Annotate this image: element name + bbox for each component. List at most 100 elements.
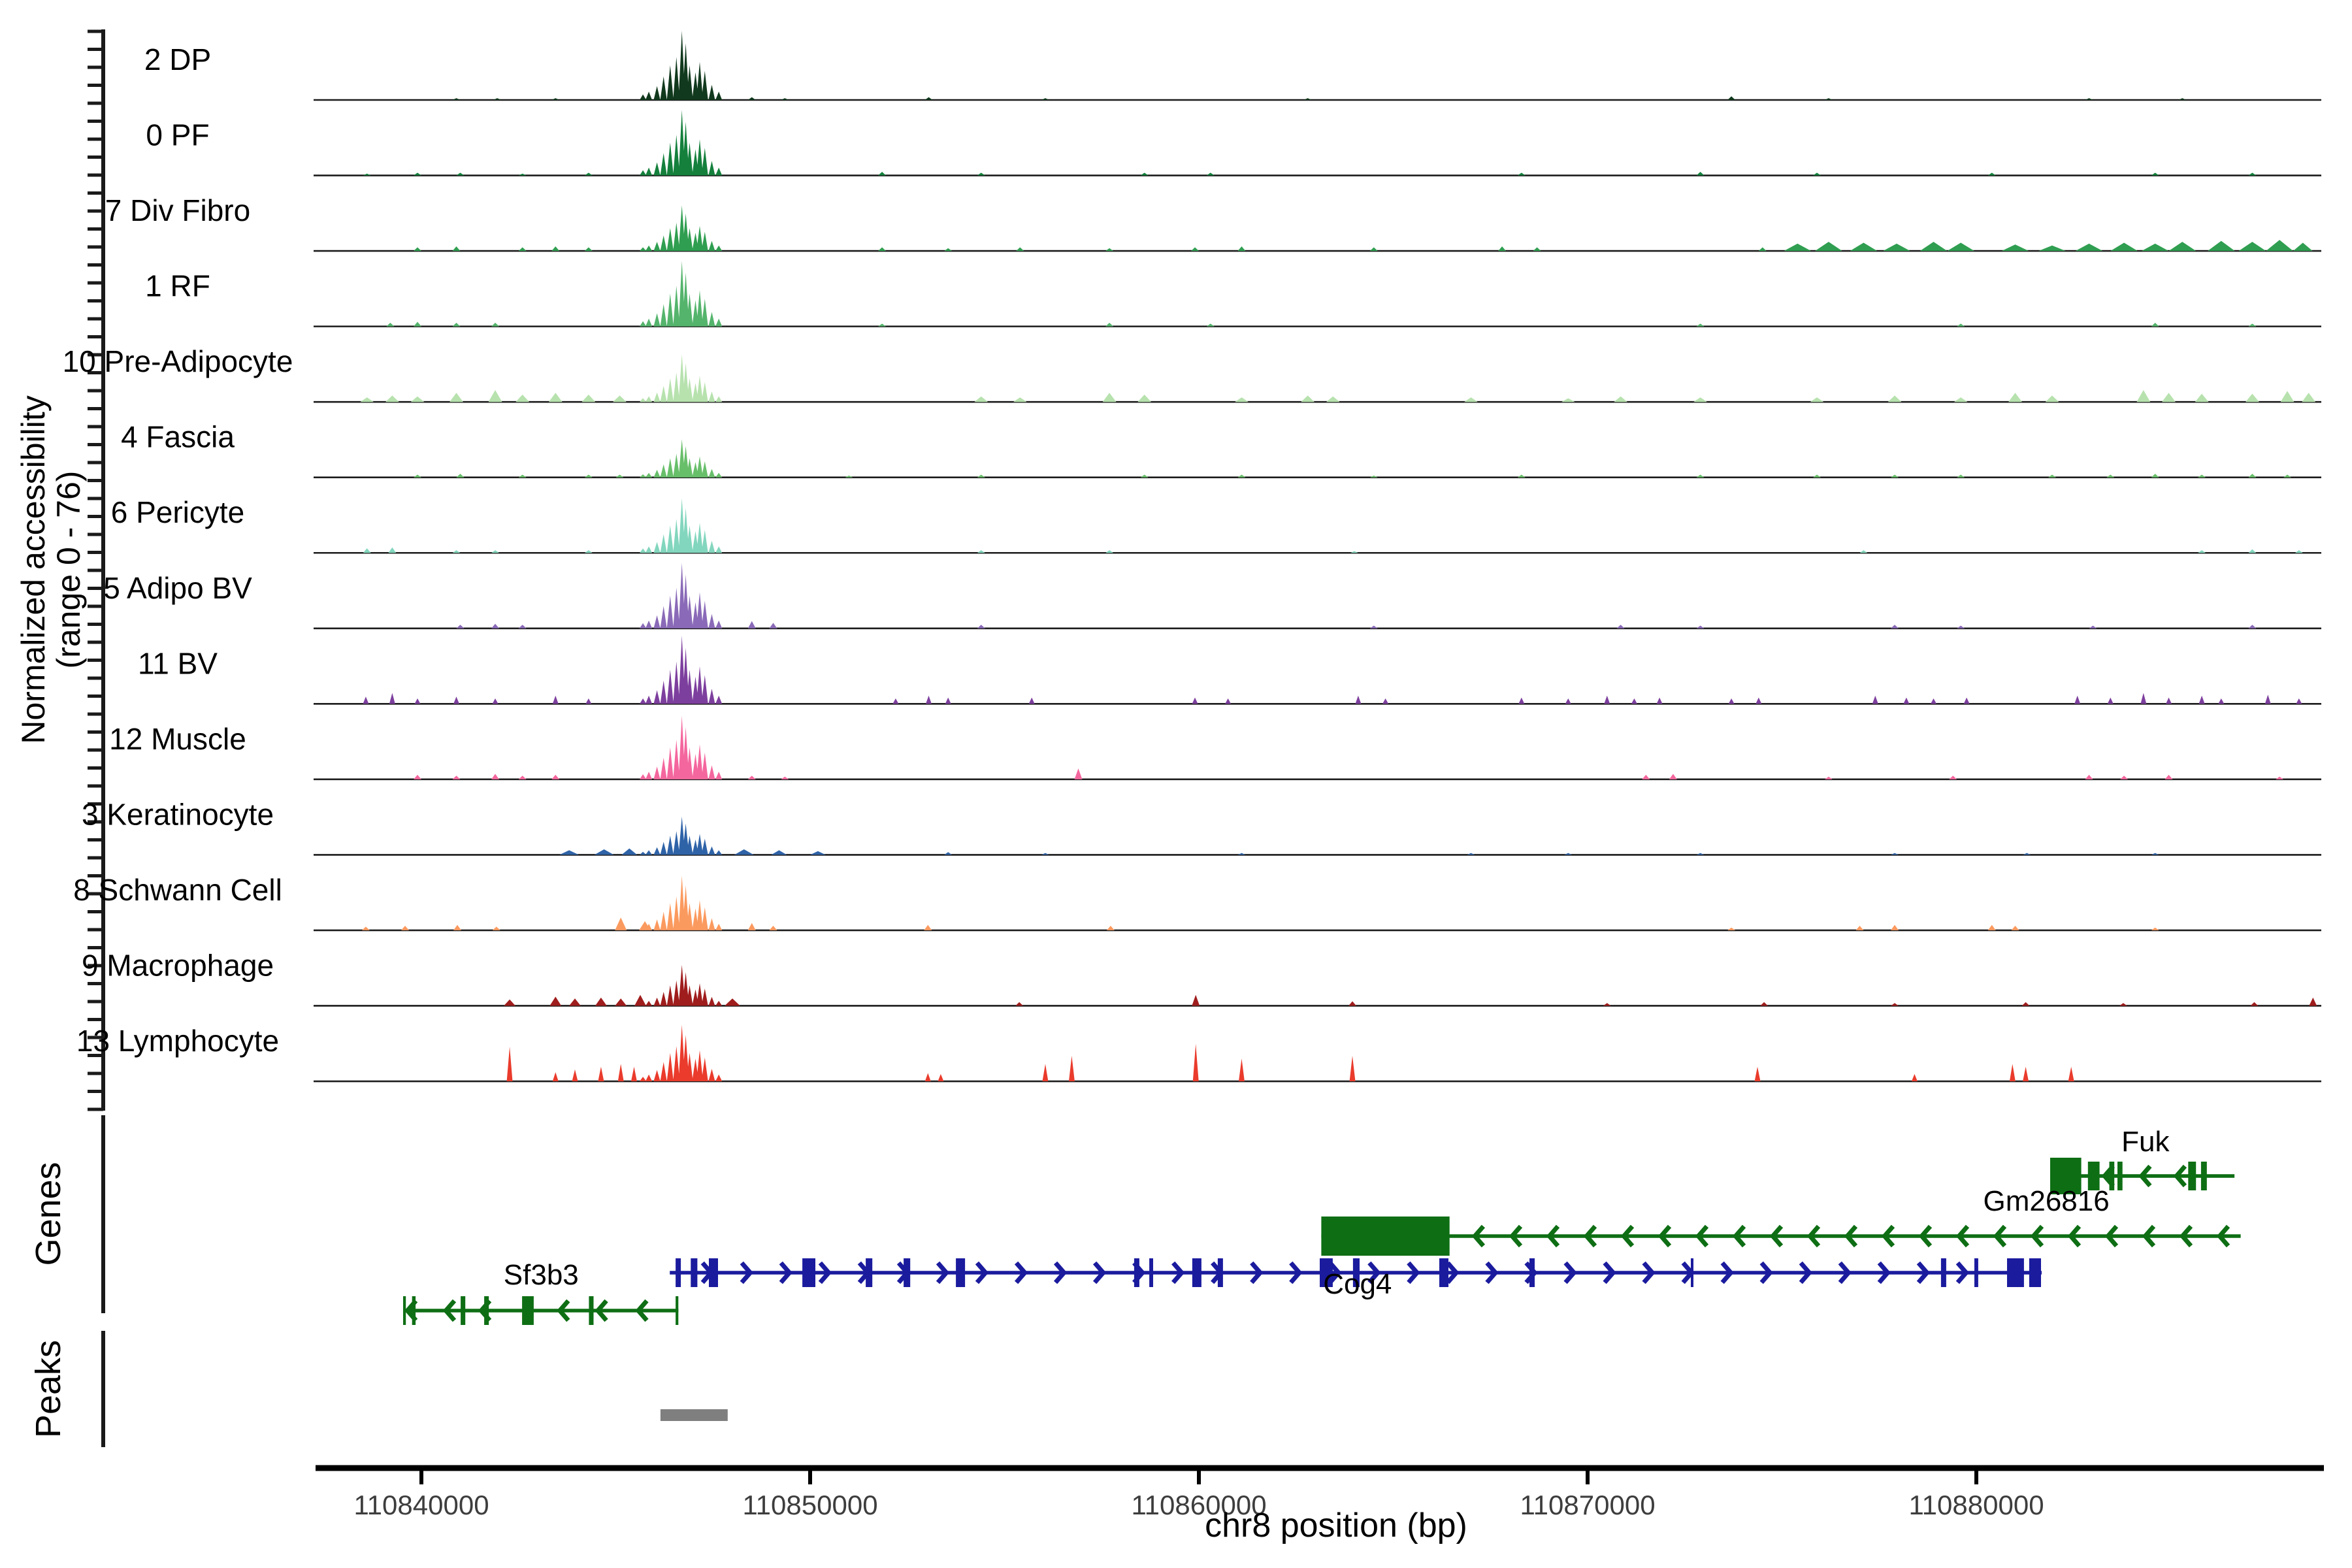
- track-label: 9 Macrophage: [82, 949, 274, 983]
- track-signal-area: [456, 563, 2257, 629]
- gene-exon: [1940, 1258, 1946, 1287]
- gene-exon: [2109, 1162, 2115, 1190]
- gene-exon: [2188, 1162, 2197, 1190]
- gene-exon: [1321, 1217, 1450, 1256]
- gene-exon: [904, 1258, 911, 1287]
- track-4-fascia: 4 Fascia: [121, 420, 2321, 479]
- x-axis-tick-label: 110870000: [1520, 1490, 1655, 1520]
- chevron-right-icon: [740, 1261, 753, 1284]
- track-10-pre-adipocyte: 10 Pre-Adipocyte: [63, 344, 2321, 403]
- track-2-dp: 2 DP: [144, 31, 2321, 101]
- chevron-right-icon: [1877, 1261, 1891, 1284]
- chevron-left-icon: [1993, 1224, 2007, 1248]
- gene-models: Fuk Gm26816 Cog4 Sf3b3: [403, 1126, 2241, 1325]
- x-axis-ticks: 110840000 110850000 110860000 110870000 1108…: [353, 1468, 2044, 1520]
- gene-exon: [802, 1258, 815, 1287]
- track-8-schwann-cell: 8 Schwann Cell: [73, 873, 2321, 932]
- chevron-right-icon: [1485, 1261, 1499, 1284]
- gene-exon: [866, 1258, 873, 1287]
- chevron-left-icon: [635, 1299, 649, 1322]
- gene-cog4: [670, 1258, 2042, 1287]
- x-axis-tick-label: 110860000: [1131, 1490, 1266, 1520]
- peak-region-bar: [660, 1409, 728, 1421]
- gene-label: Gm26816: [1983, 1185, 2109, 1217]
- chevron-right-icon: [1250, 1261, 1264, 1284]
- track-signal-area: [504, 964, 2317, 1006]
- chevron-right-icon: [1720, 1261, 1734, 1284]
- track-signal-area: [506, 1024, 2074, 1081]
- gene-exon: [1529, 1258, 1535, 1287]
- gene-exon: [2200, 1162, 2207, 1190]
- gene-exon: [2029, 1258, 2041, 1287]
- y-axis-ticks: [88, 29, 103, 1111]
- chevron-right-icon: [1446, 1261, 1460, 1284]
- gene-exon: [1352, 1258, 1360, 1287]
- genes-section: Genes Fuk Gm26816 Cog4 Sf3b3: [29, 1115, 2241, 1325]
- gene-exon: [1134, 1258, 1139, 1287]
- track-label: 3 Keratinocyte: [82, 797, 274, 831]
- x-axis-title: chr8 position (bp): [1205, 1507, 1467, 1544]
- track-signal-area: [362, 875, 2159, 930]
- gene-exon: [1149, 1258, 1153, 1287]
- genes-section-label: Genes: [29, 1162, 68, 1266]
- x-axis-tick-label: 110880000: [1908, 1490, 2044, 1520]
- chevron-left-icon: [1732, 1224, 1746, 1248]
- chevron-right-icon: [1563, 1261, 1577, 1284]
- chevron-left-icon: [1620, 1224, 1635, 1248]
- track-signal-area: [363, 498, 2303, 553]
- gene-exon: [589, 1296, 594, 1325]
- gene-exon: [461, 1296, 466, 1325]
- chevron-left-icon: [1806, 1224, 1821, 1248]
- chevron-right-icon: [1916, 1261, 1931, 1284]
- track-label: 4 Fascia: [121, 420, 235, 454]
- track-label: 0 PF: [146, 118, 209, 152]
- track-label: 6 Pericyte: [111, 495, 245, 529]
- chevron-right-icon: [1092, 1261, 1107, 1284]
- chevron-right-icon: [1838, 1261, 1852, 1284]
- track-7-div-fibro: 7 Div Fibro: [105, 193, 2321, 252]
- chevron-left-icon: [1471, 1224, 1486, 1248]
- chevron-left-icon: [2179, 1224, 2193, 1248]
- track-12-muscle: 12 Muscle: [109, 715, 2321, 781]
- chevron-right-icon: [1171, 1261, 1185, 1284]
- accessibility-tracks: 2 DP 0 PF 7 Div Fibro 1 RF 10 Pre-Adipocyte 4…: [63, 31, 2321, 1083]
- chevron-left-icon: [2104, 1224, 2119, 1248]
- chevron-right-icon: [1367, 1261, 1381, 1284]
- track-label: 7 Div Fibro: [105, 193, 250, 227]
- chevron-left-icon: [2216, 1224, 2230, 1248]
- gene-exon: [2087, 1162, 2100, 1190]
- chevron-right-icon: [975, 1261, 989, 1284]
- chevron-right-icon: [1603, 1261, 1616, 1284]
- x-axis: 110840000 110850000 110860000 110870000 1108…: [316, 1465, 2324, 1544]
- track-label: 5 Adipo BV: [103, 571, 252, 605]
- track-signal-area: [414, 715, 2283, 779]
- gene-exon: [956, 1258, 966, 1287]
- chevron-left-icon: [1844, 1224, 1858, 1248]
- chevron-left-icon: [1918, 1224, 1933, 1248]
- track-signal-area: [559, 816, 2159, 855]
- x-axis-tick-label: 110850000: [742, 1490, 877, 1520]
- x-axis-tick-label: 110840000: [353, 1490, 489, 1520]
- gene-exon: [1439, 1258, 1448, 1287]
- chevron-right-icon: [1289, 1261, 1303, 1284]
- chevron-right-icon: [1328, 1261, 1342, 1284]
- track-label: 11 BV: [138, 646, 218, 680]
- gene-exon: [2007, 1258, 2024, 1287]
- chevron-right-icon: [936, 1261, 950, 1284]
- track-signal-area: [414, 205, 2313, 252]
- track-6-pericyte: 6 Pericyte: [111, 495, 2321, 554]
- gene-exon: [412, 1296, 416, 1325]
- gene-exon: [522, 1296, 534, 1325]
- chevron-left-icon: [442, 1299, 457, 1322]
- chevron-left-icon: [595, 1299, 608, 1322]
- track-label: 2 DP: [144, 42, 211, 76]
- track-signal-area: [363, 635, 2302, 704]
- gene-exon: [1691, 1258, 1693, 1287]
- gene-exon: [691, 1258, 698, 1287]
- chevron-left-icon: [2030, 1224, 2044, 1248]
- y-axis-title-line1: Normalized accessibility: [15, 395, 52, 744]
- track-signal-area: [452, 31, 2187, 100]
- track-0-pf: 0 PF: [146, 110, 2321, 176]
- chevron-left-icon: [1955, 1224, 1970, 1248]
